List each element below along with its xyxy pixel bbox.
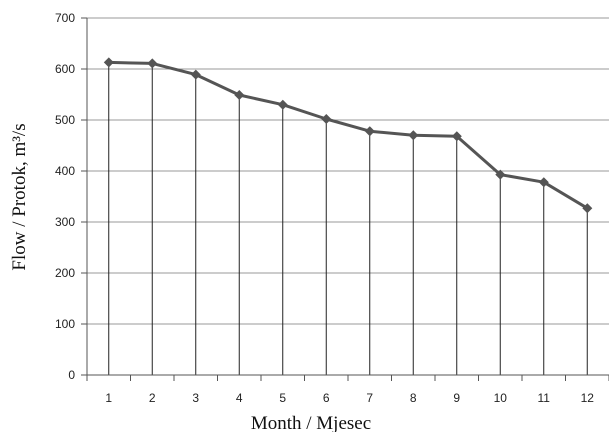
data-point-marker [190, 69, 201, 80]
data-point-marker [538, 177, 549, 188]
x-tick-label: 1 [105, 391, 112, 405]
y-tick-label: 400 [55, 164, 75, 178]
y-tick-label: 200 [55, 266, 75, 280]
y-tick-labels: 0 100 200 300 400 500 600 700 [55, 11, 75, 382]
y-tick-label: 600 [55, 62, 75, 76]
y-tick-label: 0 [68, 368, 75, 382]
axes [81, 17, 609, 381]
series-line-path [108, 60, 589, 210]
data-markers [103, 57, 593, 214]
x-tick-label: 12 [581, 391, 595, 405]
plot-area [87, 18, 609, 375]
x-tick-label: 5 [279, 391, 286, 405]
x-tick-label: 7 [366, 391, 373, 405]
data-point-marker [103, 57, 114, 68]
y-tick-label: 500 [55, 113, 75, 127]
data-point-marker [582, 203, 593, 214]
series-line [108, 60, 589, 210]
data-point-marker [147, 58, 158, 69]
data-point-marker [495, 169, 506, 180]
x-tick-label: 3 [192, 391, 199, 405]
x-tick-label: 6 [323, 391, 330, 405]
x-tick-label: 2 [149, 391, 156, 405]
y-axis-title: Flow / Protok, m³/s [9, 123, 30, 270]
drop-lines [108, 62, 588, 375]
x-tick-label: 9 [453, 391, 460, 405]
x-tick-label: 11 [538, 391, 551, 405]
data-point-marker [408, 130, 419, 141]
data-point-marker [234, 90, 245, 100]
x-tick-label: 10 [494, 391, 508, 405]
y-tick-label: 100 [55, 317, 75, 331]
x-tick-label: 4 [236, 391, 243, 405]
data-point-marker [321, 114, 332, 124]
x-axis-title: Month / Mjesec [251, 413, 371, 432]
y-tick-label: 300 [55, 215, 75, 229]
y-tick-label: 700 [55, 11, 75, 25]
data-point-marker [277, 99, 288, 110]
x-tick-label: 8 [410, 391, 417, 405]
data-point-marker [451, 131, 462, 142]
data-point-marker [364, 126, 375, 137]
x-tick-labels: 1 2 3 4 5 6 7 8 9 10 11 12 [105, 391, 594, 405]
